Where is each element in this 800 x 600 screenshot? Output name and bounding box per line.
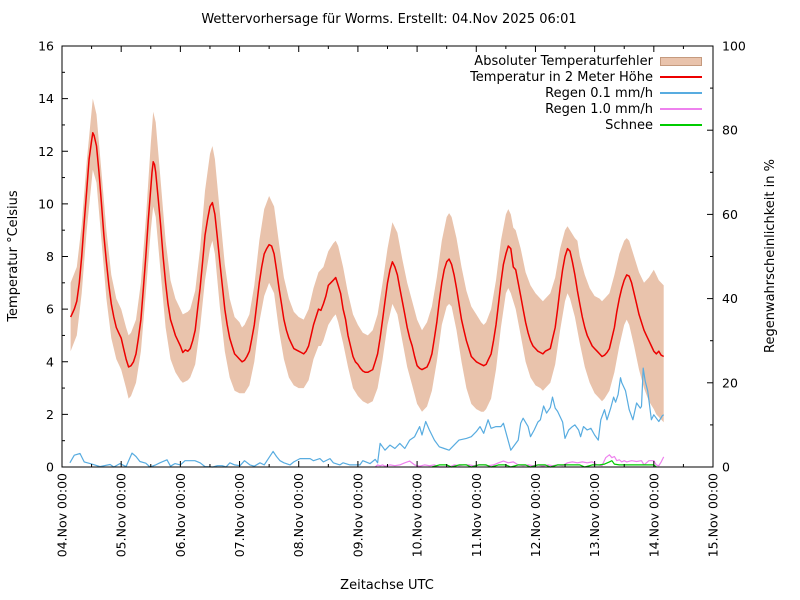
y-left-axis-label: Temperatur °Celsius xyxy=(6,190,21,323)
legend-item-temperature: Temperatur in 2 Meter Höhe xyxy=(470,69,702,85)
tick-label: 04.Nov 00:00 xyxy=(55,473,70,557)
line-swatch-icon xyxy=(660,76,702,78)
x-axis-label: Zeitachse UTC xyxy=(340,578,434,593)
tick-label: 16 xyxy=(38,39,54,54)
line-swatch-icon xyxy=(660,108,702,110)
legend-label: Regen 0.1 mm/h xyxy=(545,85,653,101)
tick-label: 0 xyxy=(722,460,730,475)
tick-label: 14 xyxy=(38,91,54,106)
tick-label: 4 xyxy=(46,354,54,369)
series-layer xyxy=(69,98,665,468)
line-swatch-icon xyxy=(660,92,702,94)
tick-label: 11.Nov 00:00 xyxy=(469,473,484,557)
tick-label: 100 xyxy=(722,39,746,54)
legend-item-snow: Schnee xyxy=(470,117,702,133)
tick-label: 05.Nov 00:00 xyxy=(114,473,129,557)
tick-label: 2 xyxy=(46,407,54,422)
legend-label: Absoluter Temperaturfehler xyxy=(474,53,653,69)
legend-item-temperature-error: Absoluter Temperaturfehler xyxy=(470,53,702,69)
tick-label: 07.Nov 00:00 xyxy=(232,473,247,557)
tick-label: 15.Nov 00:00 xyxy=(706,473,721,557)
tick-label: 08.Nov 00:00 xyxy=(291,473,306,557)
tick-label: 60 xyxy=(722,207,738,222)
y-right-axis-label: Regenwahrscheinlichkeit in % xyxy=(763,159,778,353)
legend: Absoluter Temperaturfehler Temperatur in… xyxy=(470,53,702,133)
tick-label: 10 xyxy=(38,196,54,211)
band-swatch-icon xyxy=(660,56,702,66)
chart-title: Wettervorhersage für Worms. Erstellt: 04… xyxy=(201,12,576,27)
legend-item-rain-10: Regen 1.0 mm/h xyxy=(470,101,702,117)
tick-label: 8 xyxy=(46,249,54,264)
tick-label: 13.Nov 00:00 xyxy=(587,473,602,557)
tick-label: 09.Nov 00:00 xyxy=(350,473,365,557)
tick-label: 80 xyxy=(722,123,738,138)
tick-label: 14.Nov 00:00 xyxy=(646,473,661,557)
line-swatch-icon xyxy=(660,124,702,126)
tick-label: 40 xyxy=(722,291,738,306)
axes-layer: 04.Nov 00:00 05.Nov 00:00 06.Nov 00:00 07.N… xyxy=(38,39,746,558)
tick-label: 6 xyxy=(46,302,54,317)
legend-label: Temperatur in 2 Meter Höhe xyxy=(470,69,653,85)
legend-label: Regen 1.0 mm/h xyxy=(545,101,653,117)
legend-label: Schnee xyxy=(605,117,653,133)
tick-label: 20 xyxy=(722,375,738,390)
legend-item-rain-01: Regen 0.1 mm/h xyxy=(470,85,702,101)
tick-label: 06.Nov 00:00 xyxy=(173,473,188,557)
tick-label: 0 xyxy=(46,460,54,475)
tick-label: 12.Nov 00:00 xyxy=(528,473,543,557)
tick-label: 12 xyxy=(38,144,54,159)
tick-label: 10.Nov 00:00 xyxy=(410,473,425,557)
